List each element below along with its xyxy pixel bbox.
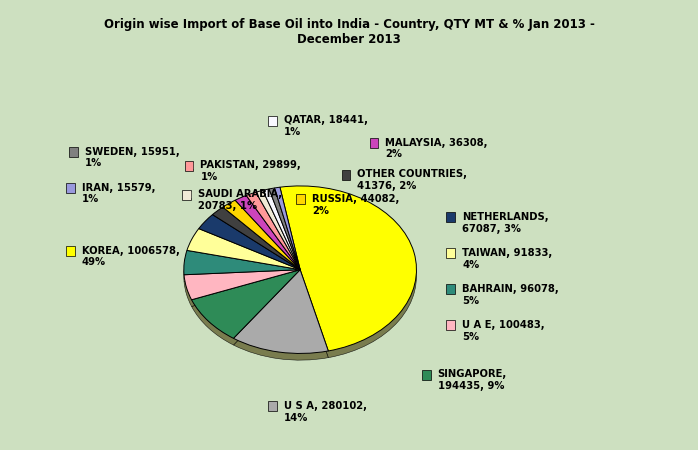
Text: TAIWAN, 91833,
4%: TAIWAN, 91833, 4% (462, 248, 552, 270)
Wedge shape (184, 250, 300, 275)
Wedge shape (235, 202, 300, 276)
Text: SAUDI ARABIA,
20783, 1%: SAUDI ARABIA, 20783, 1% (198, 189, 283, 211)
Text: PAKISTAN, 29899,
1%: PAKISTAN, 29899, 1% (200, 160, 301, 182)
Wedge shape (195, 172, 300, 248)
Text: ■: ■ (269, 116, 276, 125)
Text: ■: ■ (422, 370, 430, 379)
Text: ■: ■ (370, 139, 378, 148)
Wedge shape (256, 197, 300, 276)
Text: ■: ■ (447, 285, 454, 294)
Text: ■: ■ (66, 184, 74, 193)
Text: ■: ■ (269, 402, 276, 411)
Wedge shape (223, 207, 300, 276)
Wedge shape (269, 188, 300, 270)
Wedge shape (235, 195, 300, 270)
Wedge shape (179, 181, 300, 248)
Wedge shape (269, 148, 300, 248)
Wedge shape (222, 158, 300, 248)
Wedge shape (187, 229, 300, 270)
Wedge shape (184, 270, 300, 300)
Wedge shape (235, 154, 300, 248)
Wedge shape (223, 200, 300, 270)
Wedge shape (256, 190, 300, 270)
Text: BAHRAIN, 96078,
5%: BAHRAIN, 96078, 5% (462, 284, 559, 306)
Text: ■: ■ (297, 195, 304, 204)
Wedge shape (212, 207, 300, 270)
Text: U A E, 100483,
5%: U A E, 100483, 5% (462, 320, 544, 342)
Wedge shape (212, 214, 300, 276)
Wedge shape (184, 276, 300, 306)
Text: SWEDEN, 15951,
1%: SWEDEN, 15951, 1% (85, 147, 180, 168)
Wedge shape (274, 187, 300, 270)
Wedge shape (191, 276, 300, 345)
Wedge shape (161, 225, 300, 254)
Text: ■: ■ (70, 148, 77, 157)
Text: SINGAPORE,
194435, 9%: SINGAPORE, 194435, 9% (438, 369, 507, 391)
Text: ■: ■ (342, 170, 350, 179)
Wedge shape (191, 270, 300, 338)
Wedge shape (170, 248, 300, 330)
Wedge shape (276, 147, 440, 345)
Text: OTHER COUNTRIES,
41376, 2%: OTHER COUNTRIES, 41376, 2% (357, 169, 468, 191)
Text: U S A, 280102,
14%: U S A, 280102, 14% (284, 401, 367, 423)
Wedge shape (199, 215, 300, 270)
Text: ■: ■ (185, 161, 193, 170)
Wedge shape (263, 149, 300, 248)
Text: ■: ■ (447, 213, 454, 222)
Wedge shape (262, 196, 300, 276)
Wedge shape (246, 199, 300, 276)
Wedge shape (274, 194, 300, 276)
Wedge shape (220, 248, 334, 348)
Wedge shape (280, 186, 417, 351)
Wedge shape (255, 151, 300, 248)
Wedge shape (207, 164, 300, 248)
Text: NETHERLANDS,
67087, 3%: NETHERLANDS, 67087, 3% (462, 212, 549, 234)
Wedge shape (280, 193, 417, 358)
Text: Origin wise Import of Base Oil into India - Country, QTY MT & % Jan 2013 -
Decem: Origin wise Import of Base Oil into Indi… (103, 18, 595, 46)
Text: RUSSIA, 44082,
2%: RUSSIA, 44082, 2% (312, 194, 399, 216)
Text: ■: ■ (66, 247, 74, 256)
Wedge shape (262, 189, 300, 270)
Text: ■: ■ (447, 321, 454, 330)
Wedge shape (246, 192, 300, 270)
Wedge shape (247, 152, 300, 248)
Text: MALAYSIA, 36308,
2%: MALAYSIA, 36308, 2% (385, 138, 488, 159)
Wedge shape (184, 257, 300, 281)
Wedge shape (164, 198, 300, 248)
Text: IRAN, 15579,
1%: IRAN, 15579, 1% (82, 183, 155, 204)
Wedge shape (187, 235, 300, 276)
Wedge shape (199, 221, 300, 276)
Text: QATAR, 18441,
1%: QATAR, 18441, 1% (284, 115, 368, 137)
Wedge shape (269, 195, 300, 276)
Wedge shape (233, 270, 328, 353)
Wedge shape (161, 248, 300, 284)
Text: ■: ■ (183, 190, 191, 199)
Text: ■: ■ (447, 249, 454, 258)
Text: KOREA, 1006578,
49%: KOREA, 1006578, 49% (82, 246, 179, 267)
Wedge shape (233, 276, 328, 360)
